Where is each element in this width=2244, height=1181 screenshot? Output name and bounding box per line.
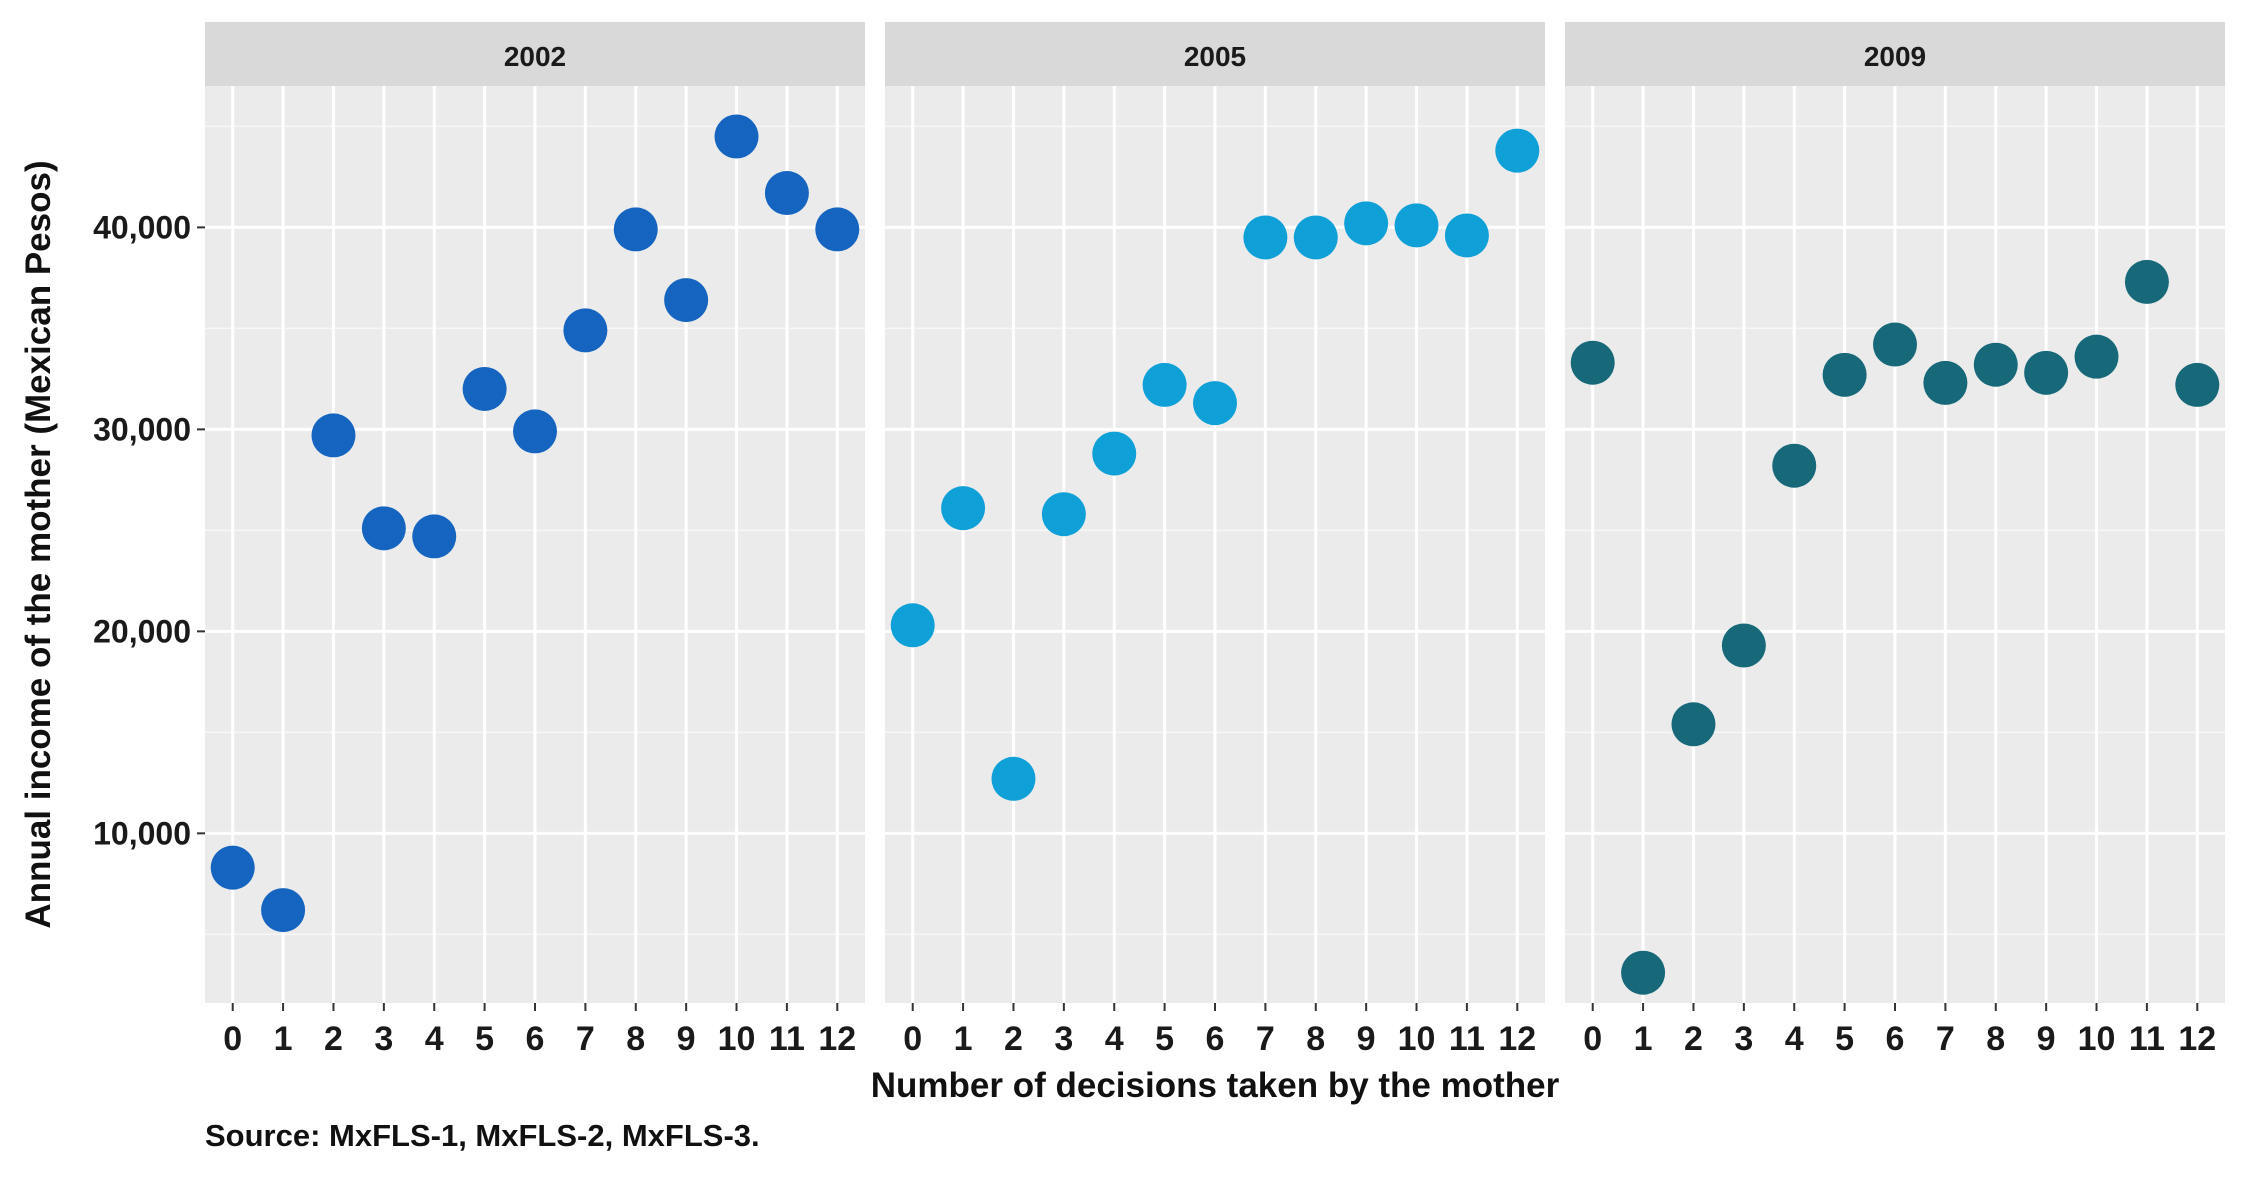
data-point-2009-9 <box>2024 350 2069 395</box>
data-point-2002-12 <box>815 207 860 252</box>
x-axis-title: Number of decisions taken by the mother <box>871 1066 1560 1105</box>
x-tick-label: 4 <box>1785 1020 1804 1058</box>
x-tick-label: 11 <box>769 1020 805 1058</box>
x-tick-label: 0 <box>1583 1020 1602 1058</box>
x-tick-label: 10 <box>2078 1020 2116 1058</box>
x-tick-label: 0 <box>903 1020 922 1058</box>
x-tick-label: 2 <box>324 1020 343 1058</box>
data-point-2002-3 <box>361 506 406 551</box>
data-point-2005-8 <box>1293 215 1338 260</box>
data-point-2005-11 <box>1444 213 1489 258</box>
x-tick-label: 0 <box>223 1020 242 1058</box>
data-point-2009-3 <box>1721 623 1766 668</box>
x-tick-label: 11 <box>1449 1020 1485 1058</box>
x-tick-label: 9 <box>677 1020 696 1058</box>
data-point-2002-1 <box>261 888 306 933</box>
x-tick-label: 1 <box>274 1020 293 1058</box>
data-point-2009-7 <box>1923 360 1968 405</box>
x-tick-label: 2 <box>1004 1020 1023 1058</box>
data-point-2002-2 <box>311 413 356 458</box>
facet-strip-2002 <box>205 22 865 86</box>
x-tick-label: 8 <box>1986 1020 2005 1058</box>
facet-strip-2005 <box>885 22 1545 86</box>
x-tick-label: 8 <box>1306 1020 1325 1058</box>
data-point-2002-10 <box>714 114 759 159</box>
x-tick-label: 7 <box>1256 1020 1275 1058</box>
x-tick-label: 1 <box>954 1020 973 1058</box>
x-tick-label: 9 <box>1357 1020 1376 1058</box>
data-point-2005-4 <box>1092 431 1137 476</box>
data-point-2002-7 <box>563 308 608 353</box>
x-tick-label: 3 <box>1734 1020 1753 1058</box>
data-point-2002-0 <box>210 845 255 890</box>
data-point-2002-4 <box>412 514 457 559</box>
data-point-2002-5 <box>462 366 507 411</box>
x-tick-label: 10 <box>1398 1020 1436 1058</box>
x-tick-label: 5 <box>475 1020 494 1058</box>
y-tick-label: 30,000 <box>93 411 191 447</box>
x-tick-label: 10 <box>718 1020 756 1058</box>
x-tick-label: 9 <box>2037 1020 2056 1058</box>
x-tick-label: 7 <box>1936 1020 1955 1058</box>
x-tick-label: 12 <box>2178 1020 2216 1058</box>
x-tick-label: 6 <box>526 1020 545 1058</box>
data-point-2009-12 <box>2175 362 2220 407</box>
x-tick-label: 6 <box>1206 1020 1225 1058</box>
data-point-2009-1 <box>1621 950 1666 995</box>
data-point-2009-2 <box>1671 702 1716 747</box>
data-point-2002-9 <box>664 278 709 323</box>
data-point-2005-5 <box>1142 362 1187 407</box>
data-point-2005-3 <box>1041 492 1086 537</box>
data-point-2005-10 <box>1394 203 1439 248</box>
data-point-2005-9 <box>1344 201 1389 246</box>
x-tick-label: 12 <box>818 1020 856 1058</box>
data-point-2002-8 <box>613 207 658 252</box>
data-point-2009-6 <box>1873 322 1917 367</box>
facet-title-2002: 2002 <box>504 41 566 72</box>
x-tick-label: 4 <box>1105 1020 1124 1058</box>
x-tick-label: 2 <box>1684 1020 1703 1058</box>
data-point-2005-12 <box>1495 128 1540 173</box>
y-tick-label: 10,000 <box>93 815 191 851</box>
x-tick-label: 7 <box>576 1020 595 1058</box>
facet-strip-2009 <box>1565 22 2225 86</box>
x-tick-label: 3 <box>1054 1020 1073 1058</box>
data-point-2009-0 <box>1570 340 1615 385</box>
source-caption: Source: MxFLS-1, MxFLS-2, MxFLS-3. <box>205 1118 760 1153</box>
data-point-2009-5 <box>1822 352 1867 397</box>
data-point-2005-6 <box>1193 381 1237 426</box>
y-tick-label: 20,000 <box>93 613 191 649</box>
data-point-2005-7 <box>1243 215 1288 260</box>
data-point-2009-4 <box>1772 443 1817 488</box>
x-tick-label: 1 <box>1634 1020 1653 1058</box>
x-tick-label: 5 <box>1155 1020 1174 1058</box>
data-point-2005-1 <box>941 486 986 531</box>
x-tick-label: 5 <box>1835 1020 1854 1058</box>
data-point-2009-10 <box>2074 334 2119 379</box>
data-point-2009-11 <box>2124 259 2169 304</box>
facet-title-2005: 2005 <box>1184 41 1246 72</box>
x-tick-label: 8 <box>626 1020 645 1058</box>
facet-title-2009: 2009 <box>1864 41 1926 72</box>
x-tick-label: 11 <box>2129 1020 2165 1058</box>
data-point-2009-8 <box>1973 342 2018 387</box>
data-point-2002-6 <box>513 409 557 454</box>
x-tick-label: 12 <box>1498 1020 1536 1058</box>
y-axis-title: Annual income of the mother (Mexican Pes… <box>19 160 58 928</box>
x-tick-label: 3 <box>374 1020 393 1058</box>
data-point-2002-11 <box>764 171 809 216</box>
data-point-2005-0 <box>890 603 935 648</box>
data-point-2005-2 <box>991 756 1036 801</box>
y-tick-label: 40,000 <box>93 209 191 245</box>
x-tick-label: 4 <box>425 1020 444 1058</box>
x-tick-label: 6 <box>1886 1020 1905 1058</box>
